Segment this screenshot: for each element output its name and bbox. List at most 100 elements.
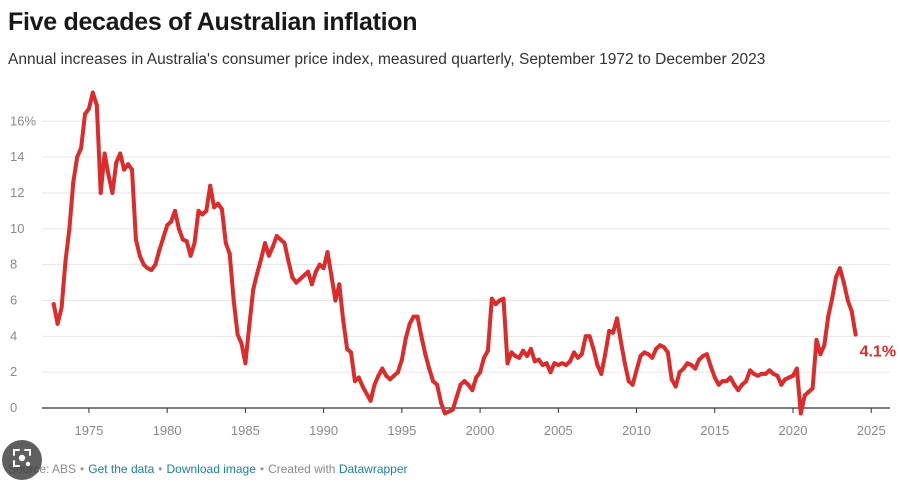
data-point: [560, 361, 565, 366]
data-point: [337, 282, 342, 287]
data-point: [618, 339, 623, 344]
data-point: [349, 350, 353, 355]
data-point: [266, 253, 271, 258]
data-point: [145, 266, 150, 271]
data-point: [329, 273, 334, 278]
data-point: [826, 314, 831, 319]
end-label-layer: 4.1%: [860, 344, 896, 361]
data-point: [442, 411, 447, 416]
data-point: [536, 357, 541, 362]
data-point: [141, 262, 146, 267]
created-with-text: Created with: [268, 462, 336, 476]
data-point: [431, 379, 436, 384]
data-point: [755, 373, 760, 378]
data-point: [137, 253, 142, 258]
lens-search-icon: [11, 447, 33, 474]
data-point: [110, 190, 115, 195]
data-point: [810, 386, 815, 391]
data-point: [313, 269, 318, 274]
data-point: [697, 357, 702, 362]
data-point: [818, 352, 823, 357]
y-tick-label: 0: [10, 400, 17, 415]
data-point: [544, 361, 549, 366]
data-point: [290, 275, 295, 280]
data-point: [309, 282, 314, 287]
data-point: [55, 321, 60, 326]
data-point: [458, 382, 463, 387]
data-point: [180, 237, 185, 242]
data-point: [701, 354, 705, 358]
data-point: [364, 391, 369, 396]
data-point: [736, 388, 741, 393]
data-point: [720, 379, 725, 384]
x-tick-label: 2015: [700, 423, 729, 438]
footer: Source: ABS • Get the data • Download image •…: [8, 462, 408, 476]
data-point: [192, 241, 197, 246]
y-axis-ticks: 0 2 4 6 8 10 12 14 16%: [10, 113, 36, 415]
data-point: [79, 146, 84, 151]
data-point: [575, 355, 580, 360]
data-point: [372, 382, 377, 387]
data-point: [239, 341, 244, 346]
data-point: [787, 375, 792, 380]
data-point: [572, 350, 576, 355]
data-point: [658, 343, 662, 348]
lens-search-button[interactable]: [2, 440, 42, 480]
data-point: [845, 298, 850, 303]
data-point: [118, 151, 123, 156]
data-point: [814, 337, 819, 342]
data-point: [798, 411, 803, 416]
data-point: [317, 262, 322, 267]
data-point: [219, 207, 224, 212]
data-point: [501, 296, 506, 301]
data-point: [321, 266, 326, 271]
data-point: [532, 359, 537, 364]
data-point: [157, 248, 162, 253]
data-point: [356, 375, 361, 380]
data-point: [263, 241, 267, 246]
datawrapper-link[interactable]: Datawrapper: [338, 462, 408, 476]
data-point: [216, 201, 220, 206]
data-point: [90, 90, 95, 95]
data-point: [513, 354, 518, 358]
data-point: [259, 257, 263, 262]
data-point: [607, 328, 612, 333]
data-point: [173, 208, 177, 213]
x-axis-ticks: 1975 1980 1985 1990 1995 2000 2005 2010 2015 2020…: [74, 408, 886, 438]
data-point: [493, 302, 498, 307]
data-point: [595, 363, 600, 367]
data-point: [133, 237, 138, 242]
data-point: [599, 371, 604, 376]
y-tick-label: 10: [10, 221, 24, 236]
data-point: [693, 366, 698, 371]
data-point: [611, 330, 616, 335]
data-point: [642, 350, 647, 355]
y-tick-label: 12: [10, 185, 24, 200]
data-point: [704, 352, 709, 357]
data-point: [122, 167, 127, 172]
data-point: [744, 379, 749, 384]
data-point: [333, 298, 338, 303]
data-point: [184, 239, 189, 244]
data-point: [763, 371, 768, 376]
data-point: [783, 377, 788, 382]
data-point: [587, 334, 592, 339]
x-tick-label: 1980: [153, 423, 182, 438]
data-point: [517, 355, 522, 360]
data-point: [603, 352, 608, 357]
y-tick-label: 6: [10, 292, 17, 307]
footer-separator: •: [158, 462, 163, 476]
data-point: [86, 106, 91, 111]
data-point: [841, 280, 846, 285]
data-point: [661, 345, 666, 350]
data-point: [528, 346, 533, 351]
data-point: [775, 373, 780, 378]
get-data-link[interactable]: Get the data: [88, 462, 155, 476]
y-tick-label: 14: [10, 149, 24, 164]
data-point: [98, 190, 103, 195]
data-point: [791, 373, 795, 378]
download-image-link[interactable]: Download image: [166, 462, 256, 476]
y-tick-label: 4: [10, 328, 17, 343]
x-tick-label: 1985: [231, 423, 260, 438]
